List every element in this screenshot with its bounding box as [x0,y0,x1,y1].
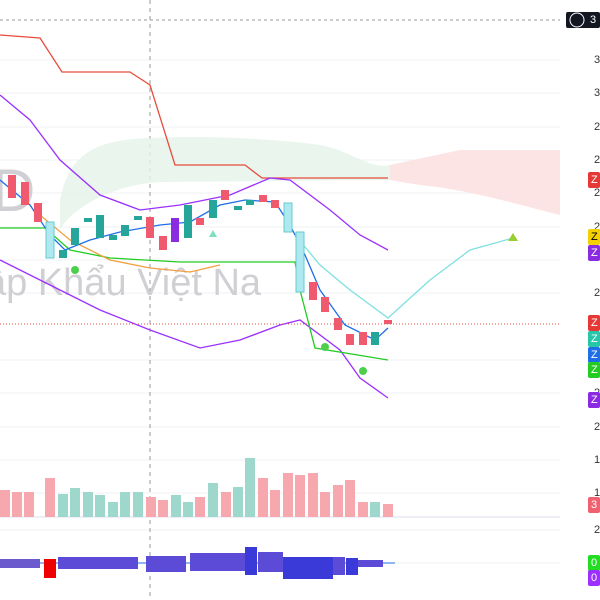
ichimoku-cloud-red [390,150,560,215]
axis-label: 2 [594,221,600,233]
badge-label: Z [591,394,598,406]
axis-label: 1 [594,487,600,499]
badge-label: Z [591,231,598,243]
watermark-logo: D [0,157,35,224]
axis-label: 2 [594,154,600,166]
axis-label: 2 [594,287,600,299]
badge-label: Z [591,364,598,376]
price-badge [588,315,600,331]
price-axis: 3322222221123ZZZZZZZZ300 [566,12,600,586]
badge-label: Z [591,349,598,361]
axis-label: 2 [594,187,600,199]
axis-label: 2 [594,121,600,133]
price-badge [588,392,600,408]
badge-label: Z [591,317,598,329]
signal-markers [71,230,518,375]
price-badge [588,245,600,261]
price-badge [588,347,600,363]
badge-label: Z [591,247,598,259]
badge-label: Z [591,333,598,345]
price-badge [588,229,600,245]
volume-bars [0,458,393,517]
axis-label: 3 [594,54,600,66]
price-badge [588,172,600,188]
axis-label: 2 [594,524,600,536]
watermark: ập Khẩu Việt Na [0,262,262,304]
candles [8,175,392,345]
badge-label: 3 [591,499,597,511]
price-badge [588,555,600,571]
badge-label: 0 [591,557,597,569]
macd-histogram [0,547,383,579]
axis-label: 1 [594,454,600,466]
axis-label: 2 [594,421,600,433]
badge-label: 0 [591,572,597,584]
price-badge [588,362,600,378]
ichimoku-cloud-green [60,137,560,230]
price-badge [588,570,600,586]
price-badge [566,12,600,28]
badge-label: 3 [590,14,596,26]
price-badge [588,497,600,513]
badge-label: Z [591,174,598,186]
price-badge [588,331,600,347]
axis-label: 3 [594,87,600,99]
add-button[interactable] [569,12,585,28]
